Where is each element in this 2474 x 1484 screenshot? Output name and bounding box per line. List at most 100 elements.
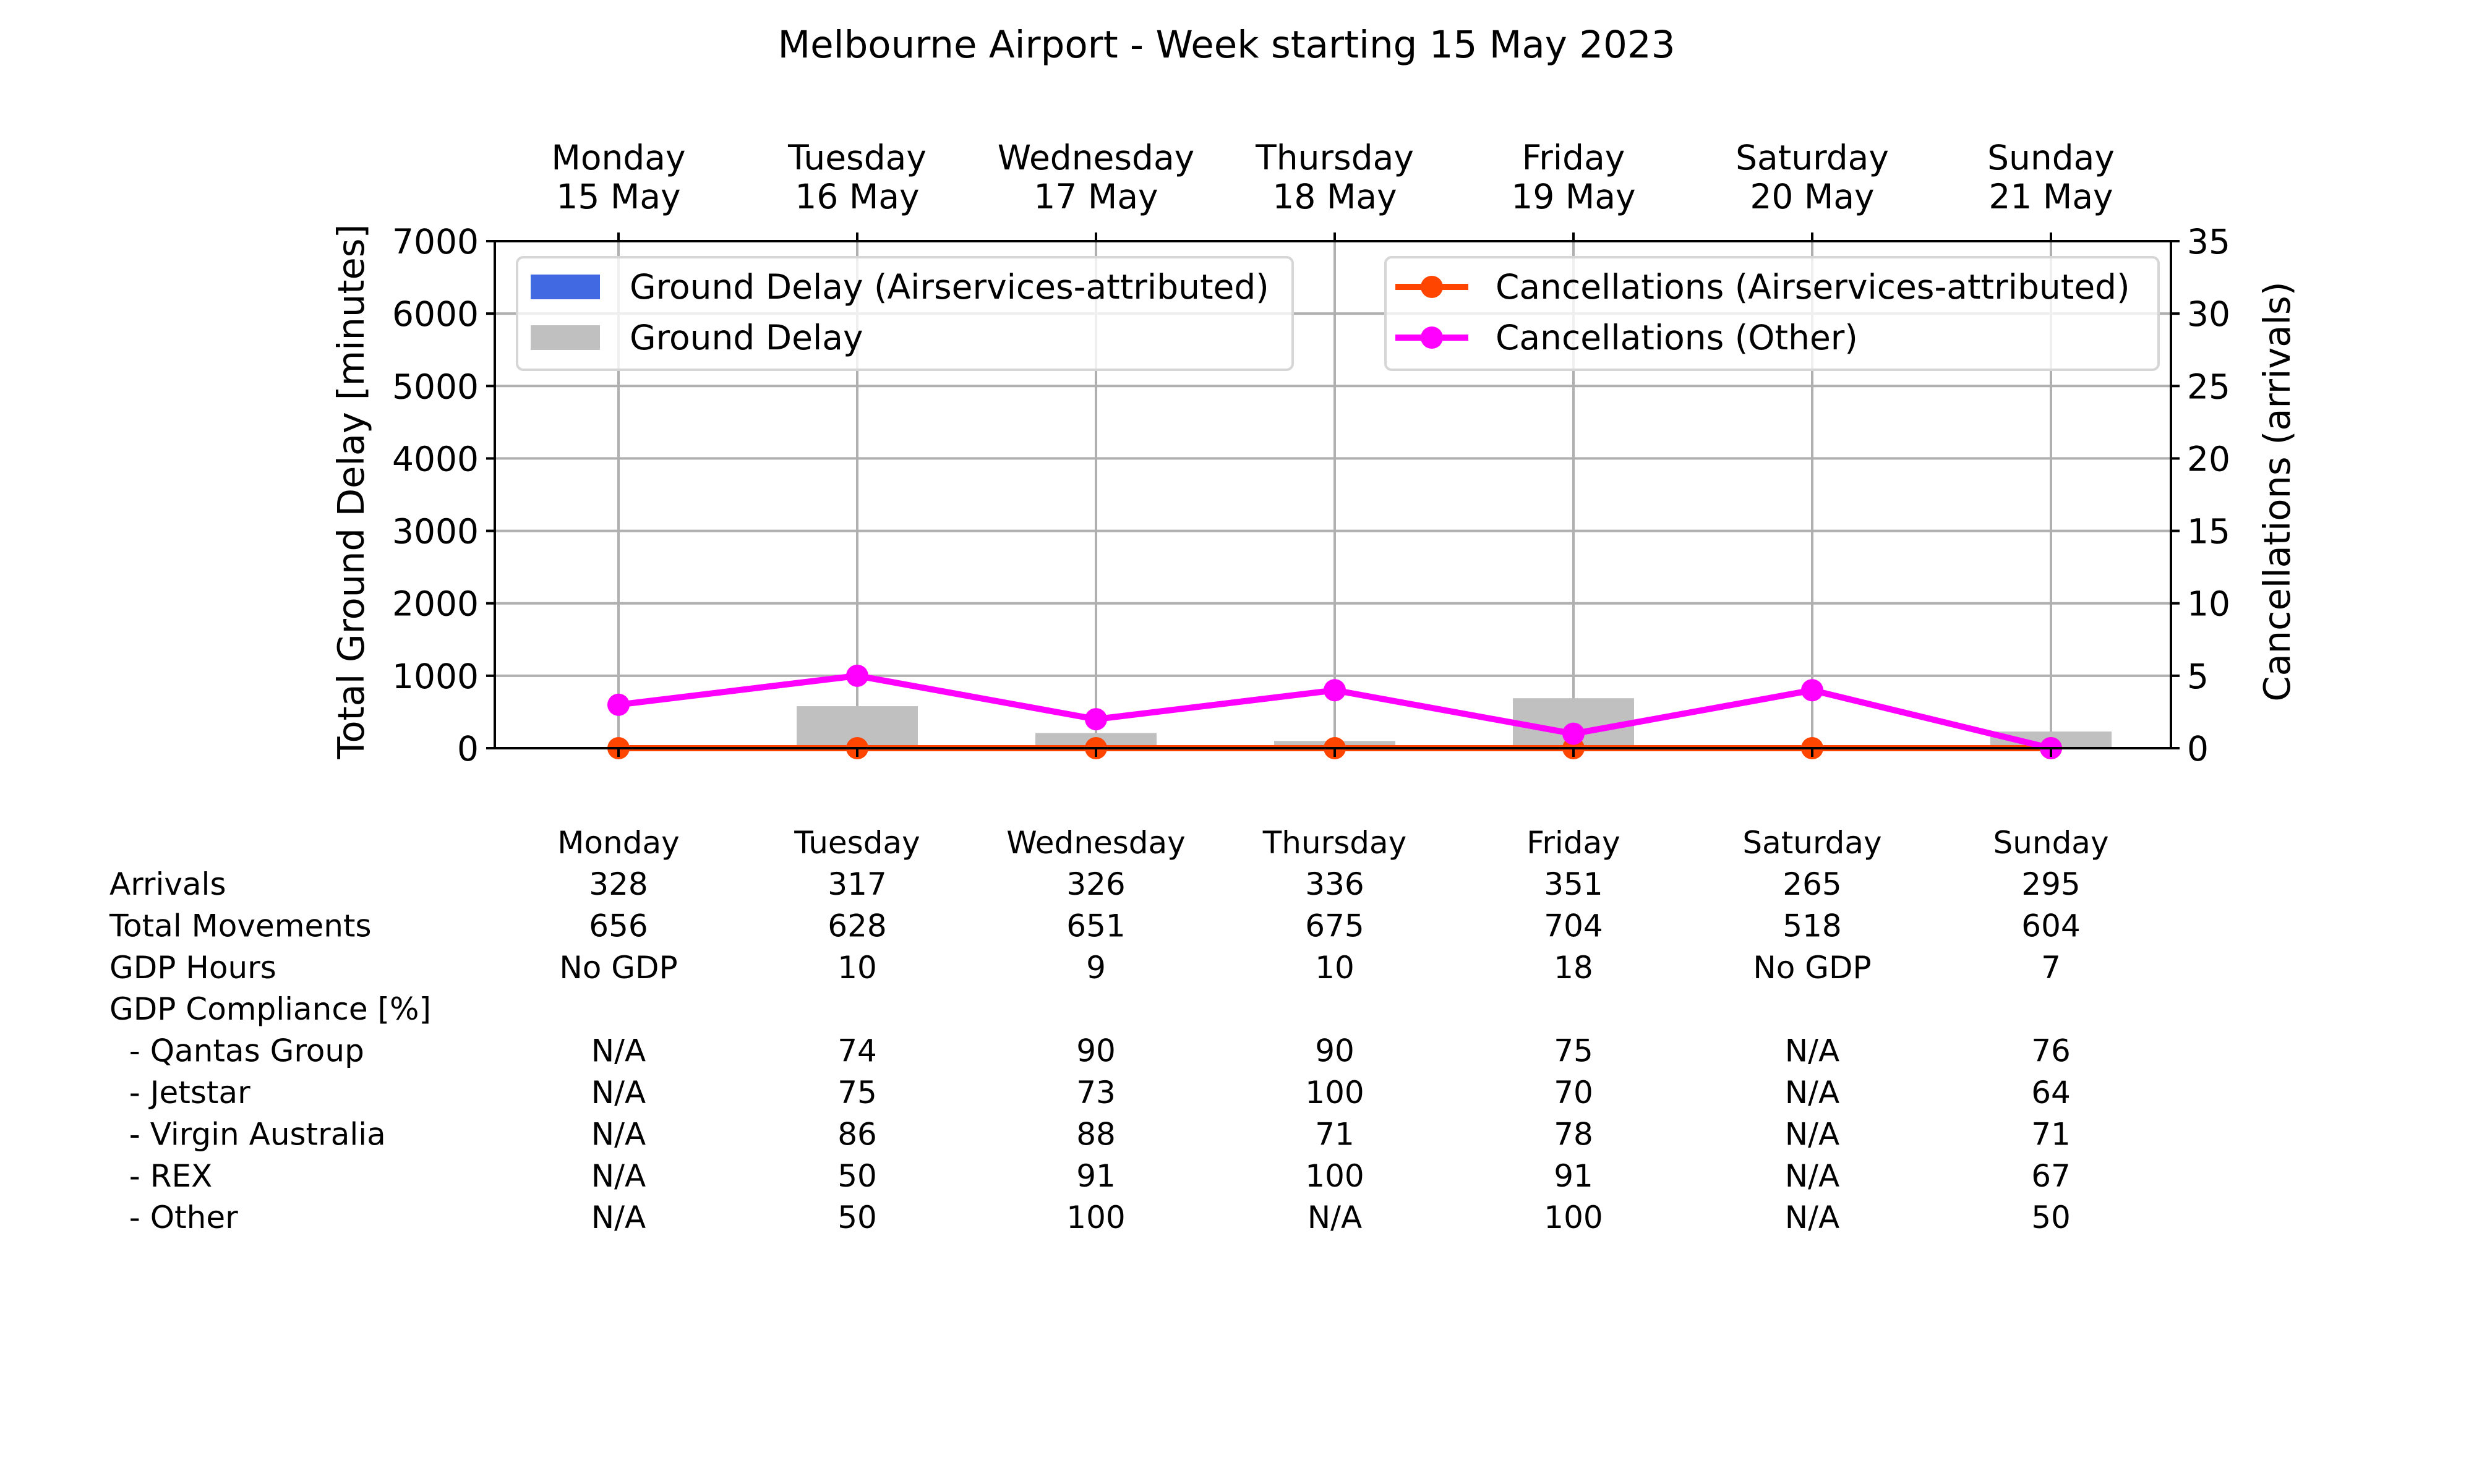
legend-label: Cancellations (Airservices-attributed) <box>1496 267 2130 307</box>
table-cell: N/A <box>591 1200 646 1235</box>
point-cancellations-other <box>1801 679 1823 702</box>
table-cell: 295 <box>2021 866 2080 902</box>
day-name-label: Thursday <box>1255 138 1414 177</box>
table-header: Tuesday <box>794 825 920 861</box>
table-cell: 78 <box>1554 1116 1593 1152</box>
stats-table: Monday Tuesday Wednesday Thursday Friday Satu… <box>109 825 2109 1235</box>
table-header: Wednesday <box>1006 825 1185 861</box>
table-cell: 704 <box>1544 908 1603 944</box>
table-cell: 74 <box>837 1033 877 1069</box>
y-tick-label-right: 25 <box>2187 367 2230 406</box>
day-name-label: Wednesday <box>998 138 1194 177</box>
table-row-label: - Jetstar <box>109 1075 250 1111</box>
y-axis-label-left: Total Ground Delay [minutes] <box>330 224 372 759</box>
axis-layer: 0 1000 2000 3000 4000 5000 6000 7000 0 5 10 15 20 25 3… <box>392 138 2230 769</box>
table-cell: 71 <box>1315 1116 1355 1152</box>
legend-label: Ground Delay (Airservices-attributed) <box>630 267 1269 307</box>
day-date-label: 18 May <box>1272 177 1397 216</box>
day-name-label: Friday <box>1522 138 1625 177</box>
legend-marker <box>1421 276 1443 298</box>
table-cell: N/A <box>1308 1200 1362 1235</box>
point-cancellations-other <box>607 693 630 716</box>
table-cell: 71 <box>2031 1116 2071 1152</box>
table-cell: 100 <box>1305 1158 1364 1194</box>
day-date-label: 17 May <box>1034 177 1158 216</box>
y-tick-label-right: 35 <box>2187 222 2230 262</box>
table-cell: 90 <box>1315 1033 1355 1069</box>
table-header: Friday <box>1526 825 1620 861</box>
table-cell: 100 <box>1305 1075 1364 1111</box>
table-cell: 336 <box>1305 866 1364 902</box>
table-cell: No GDP <box>559 950 677 986</box>
day-name-label: Monday <box>551 138 685 177</box>
day-date-label: 15 May <box>556 177 680 216</box>
day-date-label: 19 May <box>1511 177 1635 216</box>
table-cell: 604 <box>2021 908 2080 944</box>
table-cell: N/A <box>1785 1200 1839 1235</box>
day-date-label: 21 May <box>1988 177 2113 216</box>
y-tick-label-left: 6000 <box>392 294 479 334</box>
table-cell: 317 <box>828 866 886 902</box>
table-cell: 351 <box>1544 866 1603 902</box>
y-tick-label-left: 0 <box>457 729 479 769</box>
table-cell: 326 <box>1066 866 1125 902</box>
table-cell: 50 <box>2031 1200 2071 1235</box>
legend-layer: Ground Delay (Airservices-attributed) Gro… <box>516 256 2160 371</box>
table-row-label: - Virgin Australia <box>109 1116 386 1152</box>
table-cell: 10 <box>837 950 877 986</box>
table-cell: 76 <box>2031 1033 2071 1069</box>
y-tick-label-left: 7000 <box>392 222 479 262</box>
table-row-label: Total Movements <box>109 908 372 944</box>
table-cell: N/A <box>591 1116 646 1152</box>
legend-swatch <box>531 275 600 299</box>
y-tick-label-right: 15 <box>2187 512 2230 552</box>
table-cell: 628 <box>828 908 886 944</box>
legend-label: Cancellations (Other) <box>1496 318 1858 357</box>
table-header: Sunday <box>1993 825 2108 861</box>
y-tick-label-right: 20 <box>2187 439 2230 479</box>
bar-layer <box>797 698 2112 748</box>
y-tick-label-left: 2000 <box>392 584 479 624</box>
y-tick-label-right: 0 <box>2187 729 2209 769</box>
legend-swatch <box>531 325 600 350</box>
point-cancellations-other <box>1085 708 1107 731</box>
table-cell: 518 <box>1783 908 1841 944</box>
table-cell: 73 <box>1076 1075 1116 1111</box>
table-cell: 18 <box>1554 950 1593 986</box>
table-cell: No GDP <box>1753 950 1871 986</box>
day-name-label: Saturday <box>1736 138 1889 177</box>
day-date-label: 16 May <box>795 177 919 216</box>
chart-title: Melbourne Airport - Week starting 15 May… <box>777 23 1675 67</box>
table-cell: 100 <box>1544 1200 1603 1235</box>
table-cell: 7 <box>2041 950 2061 986</box>
table-cell: N/A <box>591 1033 646 1069</box>
table-cell: 50 <box>837 1200 877 1235</box>
table-cell: 88 <box>1076 1116 1116 1152</box>
day-date-label: 20 May <box>1750 177 1874 216</box>
legend-marker <box>1421 326 1443 349</box>
table-cell: 67 <box>2031 1158 2071 1194</box>
table-header: Monday <box>557 825 679 861</box>
table-cell: 91 <box>1554 1158 1593 1194</box>
table-cell: 9 <box>1086 950 1106 986</box>
y-tick-label-right: 30 <box>2187 294 2230 334</box>
table-row-label: - REX <box>109 1158 212 1194</box>
table-cell: 86 <box>837 1116 877 1152</box>
y-axis-label-right: Cancellations (arrivals) <box>2256 281 2298 701</box>
table-cell: 100 <box>1066 1200 1125 1235</box>
point-cancellations-other <box>1324 679 1346 702</box>
table-header: Thursday <box>1262 825 1407 861</box>
table-header: Saturday <box>1742 825 1881 861</box>
point-cancellations-other <box>846 664 868 687</box>
y-tick-label-left: 5000 <box>392 367 479 406</box>
day-name-label: Tuesday <box>787 138 927 177</box>
table-cell: 656 <box>589 908 648 944</box>
table-cell: 265 <box>1783 866 1841 902</box>
legend-right <box>1384 256 2160 371</box>
table-cell: 91 <box>1076 1158 1116 1194</box>
table-cell: 75 <box>837 1075 877 1111</box>
table-row-label: - Other <box>109 1200 238 1235</box>
table-cell: 10 <box>1315 950 1355 986</box>
table-cell: N/A <box>591 1158 646 1194</box>
